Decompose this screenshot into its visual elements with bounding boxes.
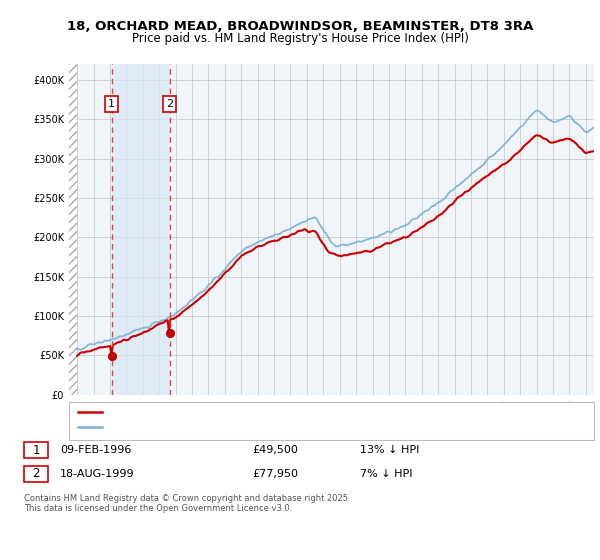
Text: 09-FEB-1996: 09-FEB-1996 bbox=[60, 445, 131, 455]
Bar bbox=[112, 64, 170, 395]
Text: Price paid vs. HM Land Registry's House Price Index (HPI): Price paid vs. HM Land Registry's House … bbox=[131, 32, 469, 45]
Text: 2: 2 bbox=[32, 467, 40, 480]
Text: 18, ORCHARD MEAD, BROADWINDSOR, BEAMINSTER, DT8 3RA: 18, ORCHARD MEAD, BROADWINDSOR, BEAMINST… bbox=[67, 20, 533, 32]
Text: 1: 1 bbox=[108, 99, 115, 109]
Text: 13% ↓ HPI: 13% ↓ HPI bbox=[360, 445, 419, 455]
Text: 2: 2 bbox=[166, 99, 173, 109]
Text: £49,500: £49,500 bbox=[252, 445, 298, 455]
Text: 18-AUG-1999: 18-AUG-1999 bbox=[60, 469, 134, 479]
Text: 7% ↓ HPI: 7% ↓ HPI bbox=[360, 469, 413, 479]
Text: 1: 1 bbox=[32, 444, 40, 457]
Text: 18, ORCHARD MEAD, BROADWINDSOR, BEAMINSTER, DT8 3RA (semi-detached house): 18, ORCHARD MEAD, BROADWINDSOR, BEAMINST… bbox=[108, 407, 531, 417]
Text: Contains HM Land Registry data © Crown copyright and database right 2025.
This d: Contains HM Land Registry data © Crown c… bbox=[24, 494, 350, 514]
Text: £77,950: £77,950 bbox=[252, 469, 298, 479]
Text: HPI: Average price, semi-detached house, Dorset: HPI: Average price, semi-detached house,… bbox=[108, 422, 348, 432]
Bar bbox=[69, 64, 77, 395]
Bar bbox=[69, 64, 77, 395]
